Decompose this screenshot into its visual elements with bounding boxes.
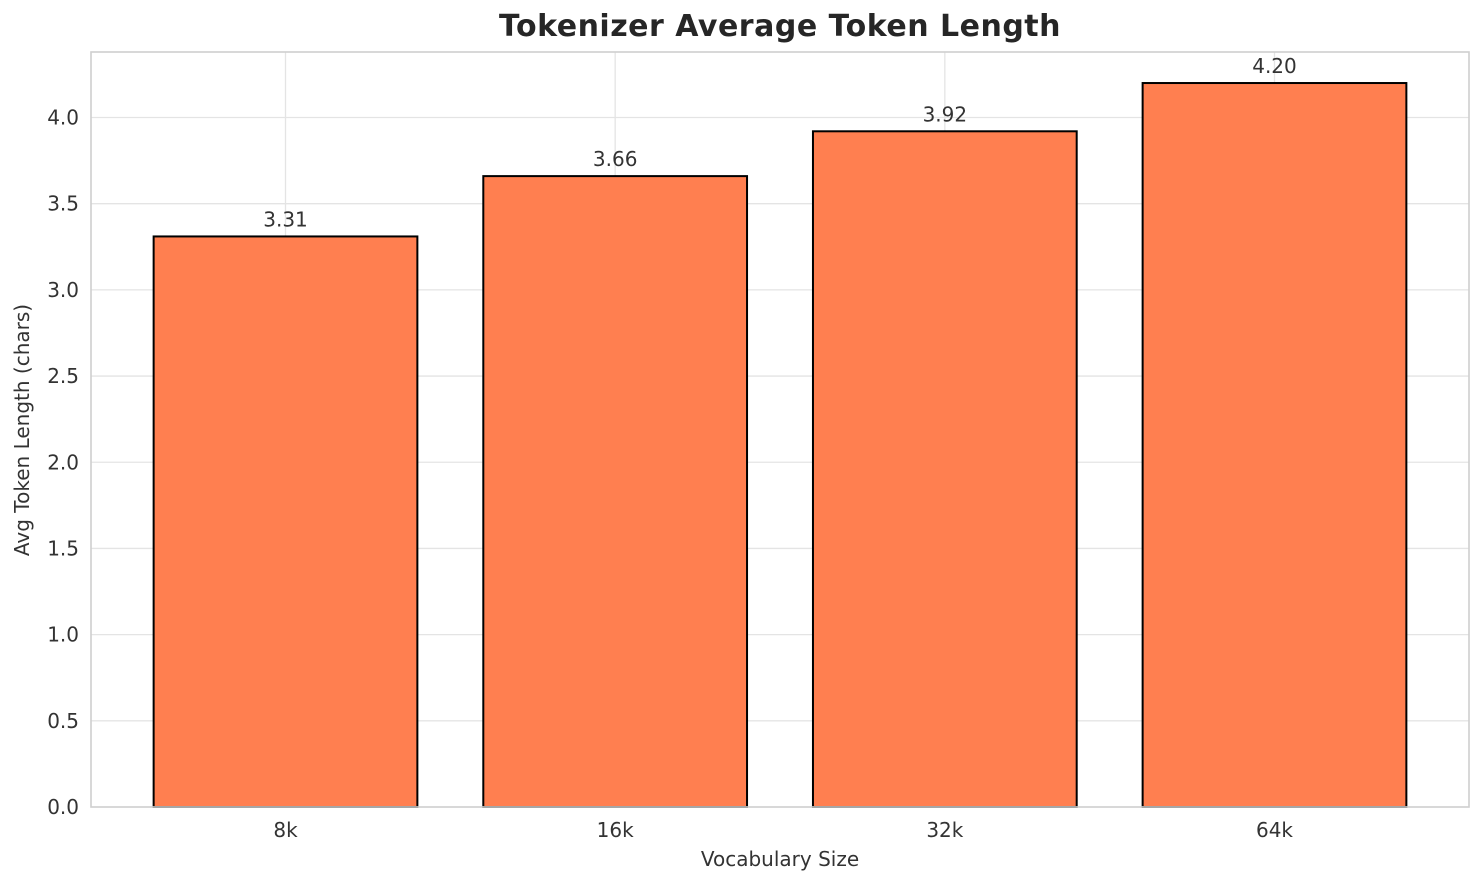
x-tick-label: 16k xyxy=(597,818,634,842)
x-tick-label: 32k xyxy=(926,818,963,842)
y-tick-label: 0.0 xyxy=(47,795,79,819)
y-tick-label: 3.5 xyxy=(47,192,79,216)
bar-value-label: 3.92 xyxy=(923,102,968,126)
bar-value-label: 4.20 xyxy=(1252,54,1297,78)
y-tick-label: 1.5 xyxy=(47,536,79,560)
bar xyxy=(1141,82,1408,808)
x-tick-label: 64k xyxy=(1256,818,1293,842)
y-tick-label: 2.0 xyxy=(47,450,79,474)
y-tick-label: 4.0 xyxy=(47,106,79,130)
y-tick-label: 0.5 xyxy=(47,709,79,733)
x-axis-label: Vocabulary Size xyxy=(700,847,860,871)
bar xyxy=(482,175,749,808)
bar xyxy=(811,130,1078,808)
bar xyxy=(152,235,419,809)
axes-frame xyxy=(90,51,1470,808)
y-tick-label: 3.0 xyxy=(47,278,79,302)
x-tick-label: 8k xyxy=(273,818,298,842)
bar-value-label: 3.31 xyxy=(263,207,308,231)
bar-value-label: 3.66 xyxy=(593,147,638,171)
chart-title: Tokenizer Average Token Length xyxy=(498,9,1061,44)
y-tick-label: 1.0 xyxy=(47,623,79,647)
y-tick-label: 2.5 xyxy=(47,364,79,388)
